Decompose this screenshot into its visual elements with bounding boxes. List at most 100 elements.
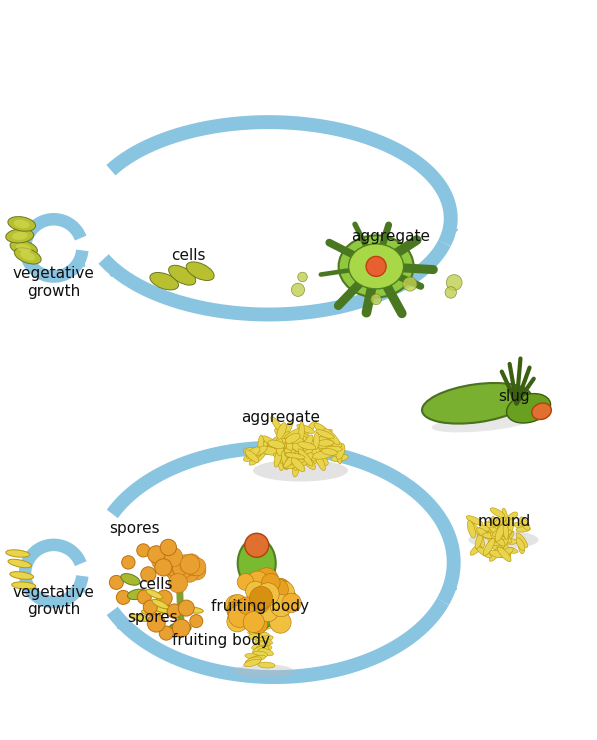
Circle shape bbox=[291, 283, 304, 297]
Ellipse shape bbox=[503, 542, 510, 562]
Text: cells: cells bbox=[171, 248, 205, 263]
Ellipse shape bbox=[291, 445, 299, 465]
Circle shape bbox=[116, 591, 130, 605]
Ellipse shape bbox=[477, 532, 484, 548]
Ellipse shape bbox=[325, 440, 340, 454]
Ellipse shape bbox=[245, 653, 260, 659]
Ellipse shape bbox=[325, 438, 342, 448]
Ellipse shape bbox=[284, 460, 300, 468]
Ellipse shape bbox=[252, 642, 268, 650]
Ellipse shape bbox=[238, 538, 276, 588]
Circle shape bbox=[147, 545, 165, 563]
Circle shape bbox=[241, 600, 258, 616]
Circle shape bbox=[371, 294, 381, 305]
Circle shape bbox=[255, 589, 277, 612]
Circle shape bbox=[177, 555, 195, 573]
Ellipse shape bbox=[317, 440, 334, 446]
Ellipse shape bbox=[313, 432, 319, 449]
Ellipse shape bbox=[253, 446, 267, 456]
Ellipse shape bbox=[304, 451, 321, 458]
Ellipse shape bbox=[288, 453, 301, 469]
Circle shape bbox=[159, 554, 174, 570]
Ellipse shape bbox=[501, 532, 509, 548]
Ellipse shape bbox=[321, 442, 328, 458]
Circle shape bbox=[180, 555, 200, 574]
Ellipse shape bbox=[245, 657, 261, 665]
Circle shape bbox=[266, 579, 288, 601]
Text: aggregate: aggregate bbox=[352, 229, 430, 244]
Ellipse shape bbox=[280, 449, 298, 463]
Circle shape bbox=[252, 589, 273, 610]
Ellipse shape bbox=[492, 527, 503, 538]
Circle shape bbox=[168, 553, 183, 568]
Ellipse shape bbox=[262, 436, 278, 447]
Ellipse shape bbox=[275, 428, 288, 443]
Ellipse shape bbox=[518, 539, 525, 554]
Ellipse shape bbox=[301, 432, 316, 447]
Ellipse shape bbox=[469, 521, 481, 536]
Ellipse shape bbox=[253, 609, 270, 617]
Circle shape bbox=[173, 619, 190, 637]
Ellipse shape bbox=[336, 443, 342, 464]
Ellipse shape bbox=[256, 638, 273, 645]
Ellipse shape bbox=[300, 434, 314, 444]
Ellipse shape bbox=[490, 508, 505, 517]
Ellipse shape bbox=[494, 528, 512, 535]
Ellipse shape bbox=[251, 625, 267, 631]
Ellipse shape bbox=[282, 451, 290, 470]
Circle shape bbox=[233, 601, 257, 625]
Circle shape bbox=[143, 600, 157, 614]
Ellipse shape bbox=[14, 220, 30, 228]
Circle shape bbox=[269, 602, 288, 622]
Circle shape bbox=[174, 562, 189, 577]
Circle shape bbox=[253, 593, 270, 610]
Ellipse shape bbox=[297, 443, 303, 462]
Ellipse shape bbox=[491, 528, 503, 542]
Circle shape bbox=[167, 604, 181, 618]
Ellipse shape bbox=[247, 447, 260, 459]
Ellipse shape bbox=[293, 457, 300, 477]
Ellipse shape bbox=[506, 394, 550, 423]
Ellipse shape bbox=[297, 441, 309, 454]
Circle shape bbox=[147, 614, 165, 632]
Ellipse shape bbox=[130, 614, 151, 622]
Ellipse shape bbox=[494, 528, 507, 542]
Circle shape bbox=[249, 593, 270, 614]
Ellipse shape bbox=[336, 443, 345, 460]
Ellipse shape bbox=[498, 548, 513, 557]
Ellipse shape bbox=[284, 453, 301, 463]
Ellipse shape bbox=[302, 435, 313, 451]
Ellipse shape bbox=[476, 547, 491, 558]
Ellipse shape bbox=[490, 527, 504, 537]
Circle shape bbox=[242, 607, 262, 628]
Ellipse shape bbox=[488, 518, 493, 538]
Ellipse shape bbox=[532, 403, 552, 420]
Ellipse shape bbox=[283, 422, 293, 437]
Ellipse shape bbox=[245, 612, 260, 619]
Ellipse shape bbox=[488, 538, 497, 551]
Ellipse shape bbox=[495, 525, 504, 542]
Circle shape bbox=[250, 594, 270, 613]
Ellipse shape bbox=[298, 422, 304, 443]
Text: mound: mound bbox=[478, 514, 531, 529]
Circle shape bbox=[227, 611, 248, 632]
Circle shape bbox=[270, 591, 290, 610]
Circle shape bbox=[226, 595, 245, 615]
Circle shape bbox=[141, 567, 156, 582]
Circle shape bbox=[137, 544, 150, 557]
Circle shape bbox=[173, 559, 192, 579]
Ellipse shape bbox=[286, 458, 304, 465]
Text: spores: spores bbox=[109, 522, 159, 536]
Ellipse shape bbox=[146, 590, 162, 599]
Ellipse shape bbox=[325, 446, 342, 451]
Circle shape bbox=[298, 272, 307, 282]
Ellipse shape bbox=[496, 520, 514, 528]
Ellipse shape bbox=[278, 446, 290, 465]
Circle shape bbox=[282, 593, 301, 613]
Ellipse shape bbox=[516, 533, 528, 548]
Circle shape bbox=[245, 593, 269, 617]
Circle shape bbox=[228, 594, 248, 614]
Ellipse shape bbox=[497, 548, 510, 556]
Ellipse shape bbox=[245, 450, 259, 462]
Ellipse shape bbox=[243, 448, 260, 454]
